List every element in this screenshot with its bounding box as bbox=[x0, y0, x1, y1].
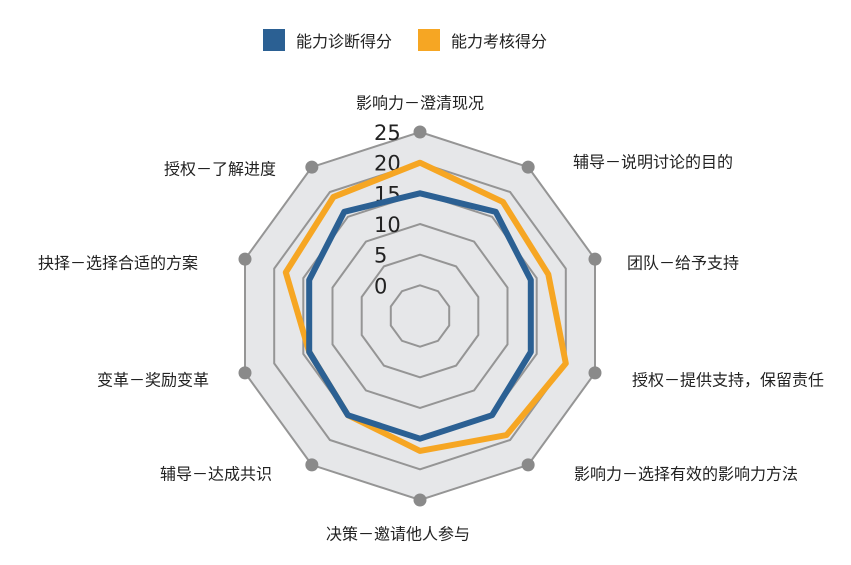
legend-item-series1[interactable]: 能力诊断得分 bbox=[263, 28, 392, 52]
category-label-2: 团队－给予支持 bbox=[627, 254, 739, 273]
grid-ring-0 bbox=[389, 284, 451, 348]
category-label-0: 影响力－澄清现况 bbox=[356, 94, 484, 113]
axis-end-dot-7 bbox=[238, 366, 252, 380]
category-label-3: 授权－提供支持，保留责任 bbox=[632, 371, 824, 390]
radial-tick-label: 5 bbox=[374, 244, 387, 268]
category-label-6: 辅导－达成共识 bbox=[160, 465, 272, 484]
category-label-5: 决策－邀请他人参与 bbox=[326, 525, 470, 544]
category-label-4: 影响力－选择有效的影响力方法 bbox=[574, 465, 798, 484]
legend-label-series1: 能力诊断得分 bbox=[296, 32, 393, 51]
legend-swatch-series2 bbox=[418, 29, 441, 51]
grid-ring-10 bbox=[331, 222, 509, 410]
category-label-9: 授权－了解进度 bbox=[164, 160, 276, 179]
axis-end-dot-9 bbox=[305, 160, 319, 174]
axis-end-dot-8 bbox=[238, 252, 252, 266]
axis-end-dot-3 bbox=[588, 366, 602, 380]
legend-item-series2[interactable]: 能力考核得分 bbox=[418, 28, 547, 52]
grid-ring-20 bbox=[273, 161, 567, 471]
legend-label-series2: 能力考核得分 bbox=[451, 32, 548, 51]
axis-end-dot-2 bbox=[588, 252, 602, 266]
axis-end-dot-0 bbox=[413, 125, 427, 139]
category-label-8: 抉择－选择合适的方案 bbox=[38, 254, 198, 273]
legend: 能力诊断得分 能力考核得分 bbox=[263, 28, 573, 52]
category-label-1: 辅导－说明讨论的目的 bbox=[573, 153, 733, 172]
axis-end-dot-5 bbox=[413, 493, 427, 507]
axis-end-dot-1 bbox=[521, 160, 535, 174]
radial-tick-label: 25 bbox=[374, 121, 401, 145]
axis-end-dot-6 bbox=[305, 458, 319, 472]
grid-ring-5 bbox=[360, 253, 480, 379]
radial-tick-label: 10 bbox=[374, 213, 401, 237]
axis-end-dot-4 bbox=[521, 458, 535, 472]
radial-tick-label: 0 bbox=[374, 274, 387, 298]
category-label-7: 变革－奖励变革 bbox=[97, 371, 209, 390]
legend-swatch-series1 bbox=[263, 29, 285, 51]
